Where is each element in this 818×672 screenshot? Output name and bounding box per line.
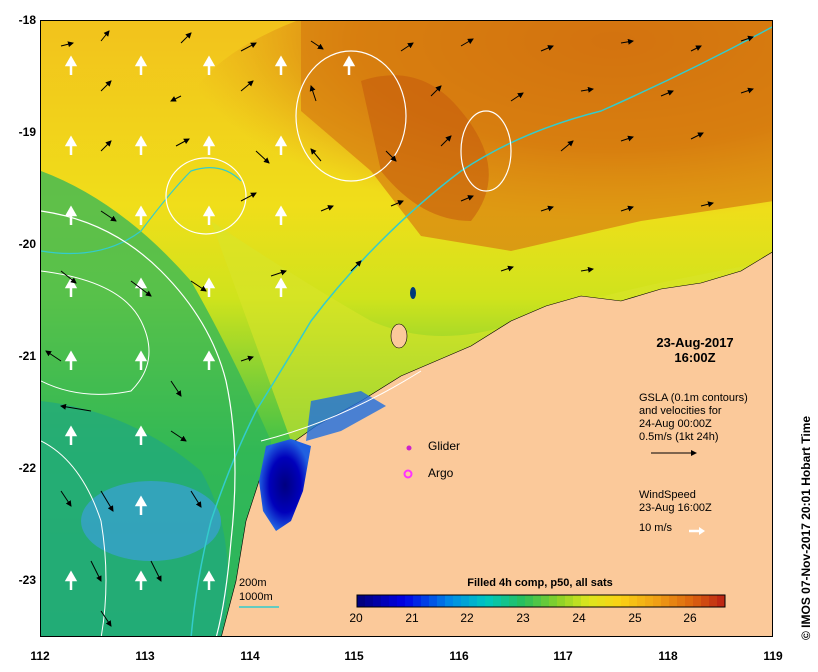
gsla-legend-line: 24-Aug 00:00Z: [639, 418, 712, 430]
colorbar-tick-label: 25: [628, 611, 642, 625]
contour-200m: [41, 210, 236, 636]
colorbar-tick-label: 26: [683, 611, 697, 625]
wind-arrows: [64, 55, 356, 590]
lon-tick-label: 118: [658, 649, 678, 663]
colorbar-segment: [437, 595, 446, 607]
colorbar-segment: [533, 595, 542, 607]
colorbar-segment: [677, 595, 686, 607]
colorbar-segment: [637, 595, 646, 607]
gsla-legend-line: and velocities for: [639, 405, 722, 417]
gsla-contour-eddy: [295, 50, 407, 182]
colorbar-segment: [621, 595, 630, 607]
colorbar-segment: [357, 595, 366, 607]
lon-tick-label: 113: [135, 649, 155, 663]
colorbar-segment: [549, 595, 558, 607]
credit-label: © IMOS 07-Nov-2017 20:01 Hobart Time: [799, 415, 813, 640]
colorbar-tick-label: 20: [349, 611, 363, 625]
sst-map: [40, 20, 773, 637]
wind-legend-line: 23-Aug 16:00Z: [639, 502, 712, 514]
colorbar-segment: [701, 595, 710, 607]
argo-label: Argo: [428, 466, 454, 480]
sst-map-canvas: [41, 21, 772, 636]
colorbar-segment: [477, 595, 486, 607]
colorbar-segment: [445, 595, 454, 607]
colorbar-segment: [501, 595, 510, 607]
lat-tick-label: -22: [18, 461, 36, 475]
colorbar-segment: [645, 595, 654, 607]
colorbar-segment: [517, 595, 526, 607]
colorbar-tick-label: 21: [405, 611, 419, 625]
colorbar-segment: [525, 595, 534, 607]
lon-tick-label: 115: [344, 649, 364, 663]
colorbar-tick-label: 24: [572, 611, 586, 625]
colorbar-segment: [405, 595, 414, 607]
colorbar-segment: [693, 595, 702, 607]
colorbar-segment: [365, 595, 374, 607]
colorbar-tick-label: 23: [516, 611, 530, 625]
colorbar-segment: [685, 595, 694, 607]
colorbar-segment: [557, 595, 566, 607]
colorbar-segment: [397, 595, 406, 607]
colorbar-segment: [509, 595, 518, 607]
current-arrows: [45, 30, 754, 627]
colorbar-segment: [413, 595, 422, 607]
lon-tick-label: 112: [30, 649, 50, 663]
colorbar-segment: [669, 595, 678, 607]
colorbar-segment: [573, 595, 582, 607]
colorbar-segment: [461, 595, 470, 607]
legend-1000m-label: 1000m: [239, 591, 273, 603]
timestamp-time: 16:00Z: [674, 350, 716, 365]
colorbar-segment: [629, 595, 638, 607]
colorbar-segment: [581, 595, 590, 607]
colorbar-segment: [717, 595, 726, 607]
lat-tick-label: -18: [18, 13, 36, 27]
argo-marker: [403, 469, 413, 479]
gsla-legend: GSLA (0.1m contours) and velocities for …: [639, 392, 748, 444]
wind-legend: WindSpeed 23-Aug 16:00Z 10 m/s: [639, 489, 712, 535]
colorbar: [356, 594, 726, 608]
lon-tick-label: 114: [240, 649, 260, 663]
lat-tick-label: -23: [18, 573, 36, 587]
wind-legend-line: WindSpeed: [639, 489, 696, 501]
colorbar-segment: [661, 595, 670, 607]
lat-tick-label: -19: [18, 125, 36, 139]
colorbar-segment: [381, 595, 390, 607]
wind-scale-arrow: [689, 527, 705, 535]
colorbar-segment: [469, 595, 478, 607]
wind-scale-label: 10 m/s: [639, 522, 673, 534]
gsla-legend-line: GSLA (0.1m contours): [639, 392, 748, 404]
colorbar-segment: [709, 595, 718, 607]
colorbar-segment: [429, 595, 438, 607]
colorbar-segment: [373, 595, 382, 607]
lat-tick-label: -20: [18, 237, 36, 251]
colorbar-segment: [493, 595, 502, 607]
glider-marker: [406, 445, 412, 451]
colorbar-segment: [421, 595, 430, 607]
land-mass: [221, 251, 772, 636]
colorbar-segment: [389, 595, 398, 607]
legend-200m-label: 200m: [239, 577, 267, 589]
lon-tick-label: 119: [763, 649, 783, 663]
lat-tick-label: -21: [18, 349, 36, 363]
gsla-legend-line: 0.5m/s (1kt 24h): [639, 431, 719, 443]
colorbar-segment: [589, 595, 598, 607]
colorbar-segment: [565, 595, 574, 607]
lon-tick-label: 116: [449, 649, 469, 663]
colorbar-segment: [605, 595, 614, 607]
colorbar-segment: [597, 595, 606, 607]
timestamp-date: 23-Aug-2017: [656, 335, 734, 350]
timestamp-label: 23-Aug-2017 16:00Z: [640, 335, 750, 365]
colorbar-title: Filled 4h comp, p50, all sats: [467, 577, 613, 589]
colorbar-segment: [653, 595, 662, 607]
colorbar-segment: [453, 595, 462, 607]
colorbar-tick-label: 22: [460, 611, 474, 625]
cold-water-patch: [259, 439, 311, 531]
glider-label: Glider: [428, 439, 461, 453]
colorbar-segment: [541, 595, 550, 607]
colorbar-segment: [485, 595, 494, 607]
lon-tick-label: 117: [553, 649, 573, 663]
colorbar-segment: [613, 595, 622, 607]
